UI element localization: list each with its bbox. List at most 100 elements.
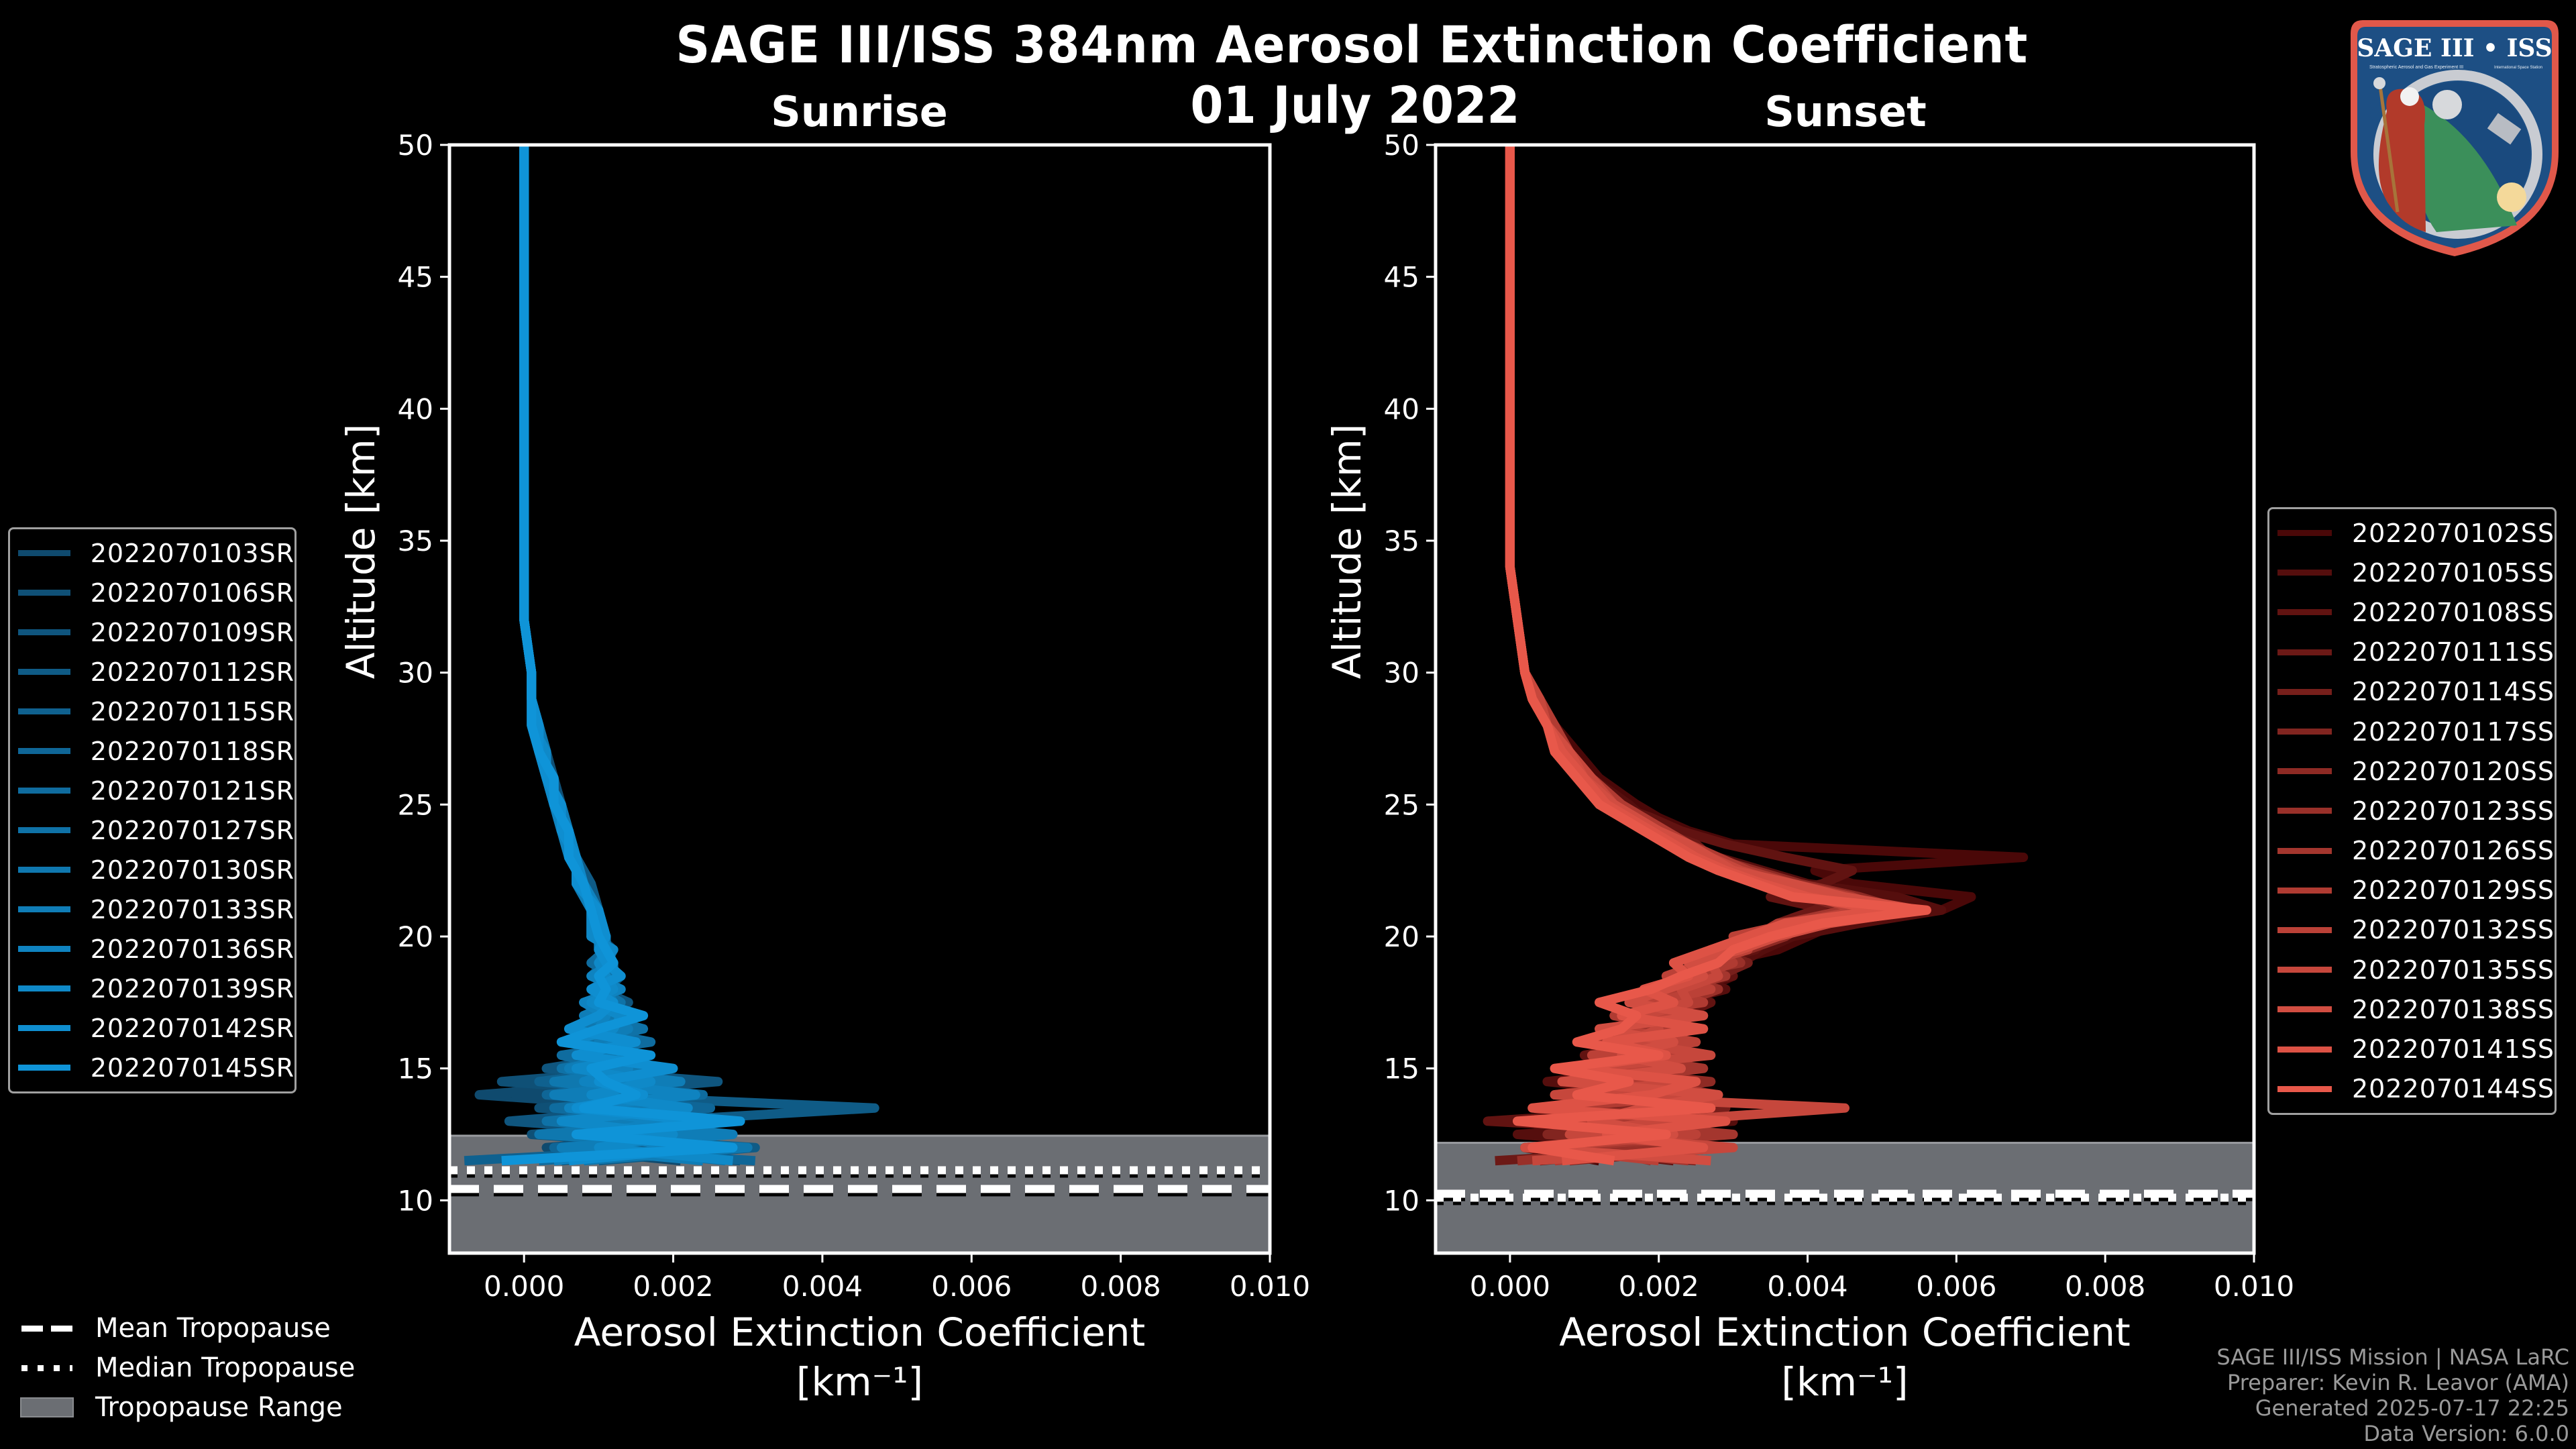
logo-iss-icon [2487, 113, 2522, 145]
legend-swatch [2277, 609, 2332, 616]
legend-label: 2022070123SS [2351, 796, 2555, 826]
y-tick-label: 10 [398, 1184, 433, 1217]
credits-version: Data Version: 6.0.0 [2363, 1421, 2569, 1446]
sunset-legend: 2022070102SS 2022070105SS 2022070108SS 2022… [2267, 507, 2557, 1115]
legend-label: 2022070130SR [90, 855, 294, 885]
legend-item: 2022070102SS [2269, 513, 2555, 553]
legend-swatch [2277, 1046, 2332, 1053]
x-tick-label: 0.008 [1081, 1270, 1161, 1303]
profile-line-2022070102SS [1505, 145, 2029, 1166]
range-swatch [20, 1397, 74, 1417]
x-axis-label: Aerosol Extinction Coefficient [574, 1309, 1146, 1355]
legend-median-label: Median Tropopause [95, 1352, 356, 1383]
legend-item: 2022070129SS [2269, 871, 2555, 910]
profile-line-2022070138SS [1505, 145, 1924, 1166]
legend-label: 2022070120SS [2351, 756, 2555, 786]
y-tick-label: 35 [398, 525, 433, 557]
y-tick-label: 45 [1384, 261, 1419, 294]
legend-label: 2022070103SR [90, 538, 294, 568]
y-tick-label: 35 [1384, 525, 1419, 557]
logo-wizard-icon [2378, 89, 2426, 232]
credits-generated: Generated 2025-07-17 22:25 [2255, 1395, 2569, 1421]
y-tick-label: 40 [1384, 392, 1419, 425]
x-axis-units: [km⁻¹] [1781, 1359, 1908, 1405]
legend-label: 2022070108SS [2351, 597, 2555, 627]
logo-wizard-beard [2400, 87, 2419, 106]
legend-swatch [2277, 847, 2332, 854]
x-tick-label: 0.010 [2214, 1270, 2294, 1303]
x-axis-label: Aerosol Extinction Coefficient [1559, 1309, 2131, 1355]
legend-item: 2022070141SS [2269, 1029, 2555, 1069]
x-tick-label: 0.006 [1916, 1270, 1996, 1303]
logo-title: SAGE III • ISS [2357, 34, 2552, 62]
legend-label: 2022070115SR [90, 696, 294, 727]
y-tick-label: 50 [1384, 129, 1419, 162]
legend-item: 2022070132SS [2269, 910, 2555, 950]
profile-line-2022070112SR [519, 145, 879, 1166]
legend-swatch [18, 788, 70, 794]
legend-swatch [2277, 926, 2332, 933]
legend-swatch [2277, 887, 2332, 894]
legend-swatch [18, 550, 70, 556]
x-tick-label: 0.008 [2065, 1270, 2145, 1303]
sunrise-plot: 10 15 20 25 30 35 40 45 50 0.000 0.002 0.004 0.006 0.… [338, 129, 1310, 1405]
legend-mean-tropopause: Mean Tropopause [20, 1308, 355, 1348]
legend-swatch [18, 906, 70, 912]
legend-label: 2022070129SS [2351, 875, 2555, 906]
legend-label: 2022070145SR [90, 1053, 294, 1083]
legend-swatch [18, 827, 70, 833]
legend-label: 2022070127SR [90, 815, 294, 845]
legend-swatch [2277, 688, 2332, 695]
legend-item: 2022070135SS [2269, 950, 2555, 989]
profile-line-2022070105SS [1505, 145, 1947, 1166]
chart-title: SAGE III/ISS 384nm Aerosol Extinction Co… [676, 15, 2029, 74]
legend-swatch [18, 708, 70, 714]
legend-item: 2022070109SR [10, 612, 294, 652]
legend-swatch [2277, 768, 2332, 775]
legend-swatch [2277, 1006, 2332, 1013]
legend-swatch [18, 590, 70, 596]
profile-line-2022070118SR [519, 145, 756, 1166]
legend-swatch [2277, 729, 2332, 735]
legend-swatch [2277, 808, 2332, 814]
y-tick-label: 30 [1384, 657, 1419, 690]
legend-label: 2022070114SS [2351, 677, 2555, 707]
legend-label: 2022070118SR [90, 736, 294, 766]
profile-line-2022070144SS [1505, 145, 1931, 1166]
legend-swatch [2277, 1085, 2332, 1092]
legend-swatch [2277, 967, 2332, 973]
y-tick-label: 25 [1384, 788, 1419, 821]
legend-item: 2022070108SS [2269, 592, 2555, 632]
x-tick-label: 0.000 [484, 1270, 564, 1303]
legend-label: 2022070126SS [2351, 836, 2555, 866]
legend-label: 2022070121SR [90, 775, 294, 806]
legend-swatch [2277, 570, 2332, 576]
legend-item: 2022070115SR [10, 692, 294, 731]
legend-item: 2022070117SS [2269, 712, 2555, 751]
legend-item: 2022070103SR [10, 533, 294, 573]
x-tick-label: 0.004 [1767, 1270, 1847, 1303]
sage-iii-iss-logo: SAGE III • ISS Stratospheric Aerosol and… [2351, 20, 2559, 256]
legend-label: 2022070132SS [2351, 915, 2555, 945]
y-axis-label: Altitude [km] [338, 424, 384, 679]
y-tick-label: 30 [398, 657, 433, 690]
sunrise-legend: 2022070103SR 2022070106SR 2022070109SR 2022… [8, 527, 297, 1093]
y-tick-label: 10 [1384, 1184, 1419, 1217]
legend-label: 2022070144SS [2351, 1074, 2555, 1104]
logo-staff-orb [2373, 77, 2385, 89]
x-axis-units: [km⁻¹] [796, 1359, 923, 1405]
legend-item: 2022070105SS [2269, 553, 2555, 592]
legend-label: 2022070142SR [90, 1013, 294, 1043]
legend-item: 2022070144SS [2269, 1069, 2555, 1109]
credits-mission: SAGE III/ISS Mission | NASA LaRC [2216, 1344, 2569, 1370]
legend-item: 2022070126SS [2269, 831, 2555, 871]
legend-label: 2022070105SS [2351, 557, 2555, 588]
logo-moon-icon [2432, 90, 2462, 119]
logo-subtitle-left: Stratospheric Aerosol and Gas Experiment… [2369, 65, 2463, 70]
legend-mean-label: Mean Tropopause [95, 1312, 331, 1344]
plot-area [1436, 145, 2254, 1253]
legend-label: 2022070112SR [90, 657, 294, 687]
legend-label: 2022070133SR [90, 894, 294, 924]
legend-swatch [18, 629, 70, 635]
legend-label: 2022070138SS [2351, 994, 2555, 1024]
